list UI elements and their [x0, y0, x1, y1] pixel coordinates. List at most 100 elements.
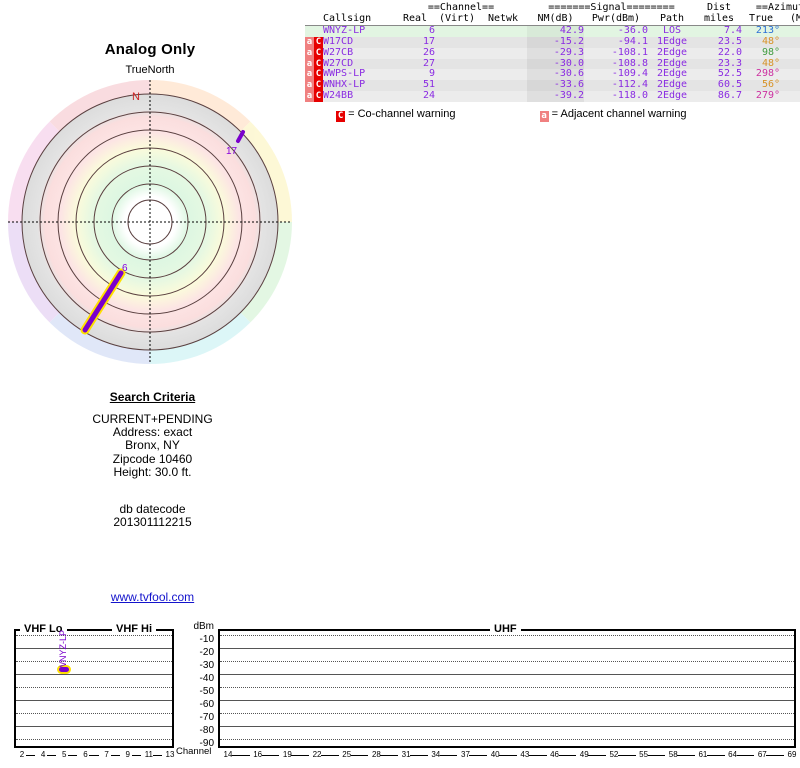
cell-real-channel: 17 [422, 35, 435, 47]
compass-north-icon: N [132, 91, 140, 103]
cell-network [479, 25, 527, 36]
cell-network [479, 37, 527, 48]
cell-azimuth-true: 48° [761, 35, 781, 47]
cell-noise-margin: -39.2 [527, 90, 584, 103]
cell-path: 2Edge [656, 79, 688, 91]
uhf-tick-69: 69 [787, 750, 797, 759]
vhf-lo-band-label: VHF Lo [20, 623, 67, 635]
col-miles: miles [696, 13, 743, 26]
uhf-tick-37: 37 [461, 750, 470, 759]
tick-connector [321, 755, 339, 756]
tick-connector [131, 755, 141, 756]
dbm-axis-title: dBm [193, 621, 214, 632]
co-channel-warning-text: = Co-channel warning [348, 108, 456, 121]
cell-virtual-channel [435, 48, 479, 59]
ytick--90: -90 [199, 738, 214, 749]
cell-real-channel: 27 [422, 57, 435, 69]
gridline [220, 661, 794, 662]
uhf-tick-22: 22 [312, 750, 322, 759]
gridline [220, 648, 794, 649]
criteria-line-city: Bronx, NY [125, 438, 180, 453]
cell-virtual-channel [435, 80, 479, 91]
cell-distance-miles: 86.7 [717, 90, 743, 102]
tvfool-website-link[interactable]: www.tvfool.com [110, 590, 195, 604]
group-header-dist: Dist [706, 2, 732, 13]
vhf-hi-band-label: VHF Hi [112, 623, 157, 635]
tick-connector [47, 755, 57, 756]
cell-azimuth-magnetic: (112°) [780, 47, 800, 59]
cell-path: 2Edge [656, 68, 688, 80]
tick-connector [380, 755, 399, 756]
col-real: Real [395, 13, 435, 26]
cell-callsign: W27CD [323, 57, 354, 69]
channel-axis-caption: Channel [176, 746, 212, 757]
adjacent-warning-badge: a [305, 91, 314, 103]
cell-path: 2Edge [656, 90, 688, 102]
db-datecode-label: db datecode [119, 502, 186, 517]
tick-connector [68, 755, 78, 756]
cell-callsign: WNYZ-LP [323, 24, 366, 36]
tick-connector [26, 755, 36, 756]
gridline [220, 635, 794, 636]
table-row[interactable]: WNYZ-LP 6 42.9 -36.0 LOS 7.4 213°(227°) [305, 24, 800, 37]
cell-virtual-channel [435, 69, 479, 80]
cell-real-channel: 51 [422, 79, 435, 91]
col-nm: NM(dB) [527, 13, 584, 26]
radar-panel: Analog Only TrueNorth [0, 0, 300, 380]
col-virt: (Virt) [435, 13, 479, 26]
cell-noise-margin: -15.2 [527, 36, 584, 48]
tick-connector [736, 755, 755, 756]
cell-distance-miles: 23.3 [717, 57, 743, 69]
cell-network [479, 91, 527, 102]
gridline [220, 700, 794, 701]
cell-distance-miles: 23.5 [717, 35, 743, 47]
cell-power-dbm: -112.4 [611, 79, 648, 91]
cell-azimuth-true: 298° [755, 68, 781, 80]
station-marker-WNYZ-LP[interactable] [57, 664, 71, 674]
cell-callsign: WNHX-LP [323, 79, 366, 91]
cell-distance-miles: 52.5 [717, 68, 743, 80]
gridline [220, 687, 794, 688]
gridline [16, 713, 172, 714]
cell-azimuth-true: 213° [755, 24, 781, 36]
co-channel-warning-badge: C [314, 58, 323, 70]
tick-connector [261, 755, 280, 756]
true-north-label: TrueNorth [125, 64, 175, 76]
ytick--50: -50 [199, 686, 214, 697]
ytick--30: -30 [199, 660, 214, 671]
group-header-azimuth: ==Azimuth== [755, 2, 800, 13]
co-channel-warning-badge: C [314, 80, 323, 92]
cell-power-dbm: -108.1 [611, 46, 648, 58]
search-criteria-lines: CURRENT+PENDING Address: exact Bronx, NY… [0, 412, 305, 479]
cell-network [479, 59, 527, 70]
cell-azimuth-magnetic: (227°) [780, 25, 800, 36]
adjacent-warning-badge: a [305, 80, 314, 92]
gridline [16, 700, 172, 701]
gridline [16, 648, 172, 649]
gridline [16, 635, 172, 636]
cell-azimuth-magnetic: (61°) [780, 37, 800, 48]
tick-connector [617, 755, 636, 756]
vhf-plot-area [14, 629, 174, 748]
col-true: True [742, 13, 781, 26]
tick-connector [706, 755, 725, 756]
criteria-line-height: Height: 30.0 ft. [113, 464, 192, 479]
radar-marker-label-6: 6 [122, 263, 128, 274]
gridline [220, 739, 794, 740]
cell-azimuth-true: 98° [761, 46, 781, 58]
uhf-tick-46: 46 [550, 750, 559, 759]
uhf-tick-19: 19 [282, 750, 292, 759]
vhf-tick-13: 13 [165, 750, 175, 759]
cell-azimuth-magnetic: (292°) [780, 90, 800, 102]
cell-azimuth-true: 56° [761, 79, 781, 91]
cell-noise-margin: 42.9 [527, 25, 584, 37]
cell-network [479, 80, 527, 91]
uhf-tick-49: 49 [579, 750, 589, 759]
gridline [16, 726, 172, 727]
